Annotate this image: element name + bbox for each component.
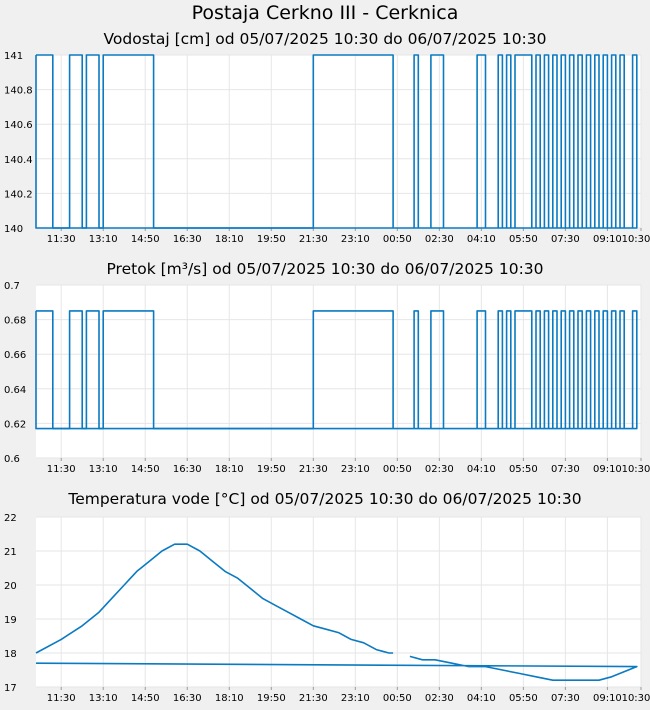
y-tick-label: 140 [4,224,23,235]
x-tick-label: 13:10 [89,464,118,475]
chart-title-pretok: Pretok [m³/s] od 05/07/2025 10:30 do 06/… [106,260,544,278]
x-tick-label: 04:10 [467,464,496,475]
x-tick-label: 18:10 [215,464,244,475]
y-tick-label: 140.8 [4,86,33,97]
plot-area [36,55,641,228]
page-title: Postaja Cerkno III - Cerknica [191,2,459,24]
x-tick-label: 19:50 [257,464,286,475]
y-tick-label: 140.2 [4,189,33,200]
x-tick-label: 05:50 [509,234,538,245]
x-tick-label: 13:10 [89,693,118,704]
x-tick-label: 19:50 [257,693,286,704]
series-line-segment [35,54,638,229]
series-line-segment [35,310,638,430]
y-tick-label: 0.64 [4,385,26,396]
x-tick-label: 23:10 [341,234,370,245]
x-tick-label: 07:30 [551,234,580,245]
x-tick-label: 04:10 [467,234,496,245]
x-tick-label: 23:10 [341,693,370,704]
x-tick-label: 21:30 [299,234,328,245]
x-tick-label: 19:50 [257,234,286,245]
y-tick-label: 18 [4,649,17,660]
series-line-segment [35,543,394,654]
y-tick-label: 140.6 [4,120,33,131]
x-tick-label: 11:30 [47,464,76,475]
y-tick-label: 17 [4,683,17,694]
x-tick-label: 14:50 [131,464,160,475]
chart-vodostaj: 140 140.2 140.4 140.6 140.8 141 11:30 13:10 14:5… [4,51,650,245]
y-tick-label: 0.68 [4,316,26,327]
x-tick-label: 11:30 [47,693,76,704]
y-tick-label: 0.66 [4,350,26,361]
x-tick-label: 16:30 [173,234,202,245]
x-tick-label: 02:30 [425,234,454,245]
x-tick-label: 09:10 [593,693,622,704]
x-tick-label: 05:50 [509,464,538,475]
plot-area [36,517,641,687]
y-tick-label: 141 [4,51,23,62]
y-tick-label: 0.62 [4,419,26,430]
x-tick-label: 11:30 [47,234,76,245]
x-tick-label: 21:30 [299,693,328,704]
x-tick-label: 05:50 [509,693,538,704]
chart-pretok: 0.6 0.62 0.64 0.66 0.68 0.7 11:30 13:10 14:50 16:… [4,281,650,475]
x-tick-label: 10:30 [622,464,650,475]
x-tick-label: 04:10 [467,693,496,704]
x-tick-label: 14:50 [131,693,160,704]
x-tick-label: 10:30 [622,693,650,704]
y-tick-label: 0.7 [4,281,20,292]
x-tick-label: 18:10 [215,693,244,704]
x-tick-label: 02:30 [425,464,454,475]
y-tick-label: 140.4 [4,155,33,166]
chart-title-temperatura: Temperatura vode [°C] od 05/07/2025 10:3… [68,490,582,508]
x-tick-label: 07:30 [551,693,580,704]
chart-temperatura: 17 18 19 20 21 22 11:30 13:10 14:50 16:30 18:10 19:… [4,513,650,704]
x-tick-label: 02:30 [425,693,454,704]
y-tick-label: 19 [4,615,17,626]
chart-title-vodostaj: Vodostaj [cm] od 05/07/2025 10:30 do 06/… [103,30,547,48]
y-tick-label: 20 [4,581,17,592]
x-tick-label: 10:30 [622,234,650,245]
x-tick-label: 21:30 [299,464,328,475]
x-tick-label: 00:50 [383,464,412,475]
x-tick-label: 16:30 [173,693,202,704]
x-tick-label: 18:10 [215,234,244,245]
y-tick-label: 21 [4,547,17,558]
y-tick-label: 0.6 [4,454,20,465]
series-line-segment [35,655,638,681]
y-tick-label: 22 [4,513,17,524]
x-tick-label: 14:50 [131,234,160,245]
x-tick-label: 07:30 [551,464,580,475]
x-tick-label: 09:10 [593,464,622,475]
x-tick-label: 13:10 [89,234,118,245]
x-tick-label: 00:50 [383,693,412,704]
x-tick-label: 09:10 [593,234,622,245]
x-tick-label: 00:50 [383,234,412,245]
x-tick-label: 16:30 [173,464,202,475]
x-tick-label: 23:10 [341,464,370,475]
